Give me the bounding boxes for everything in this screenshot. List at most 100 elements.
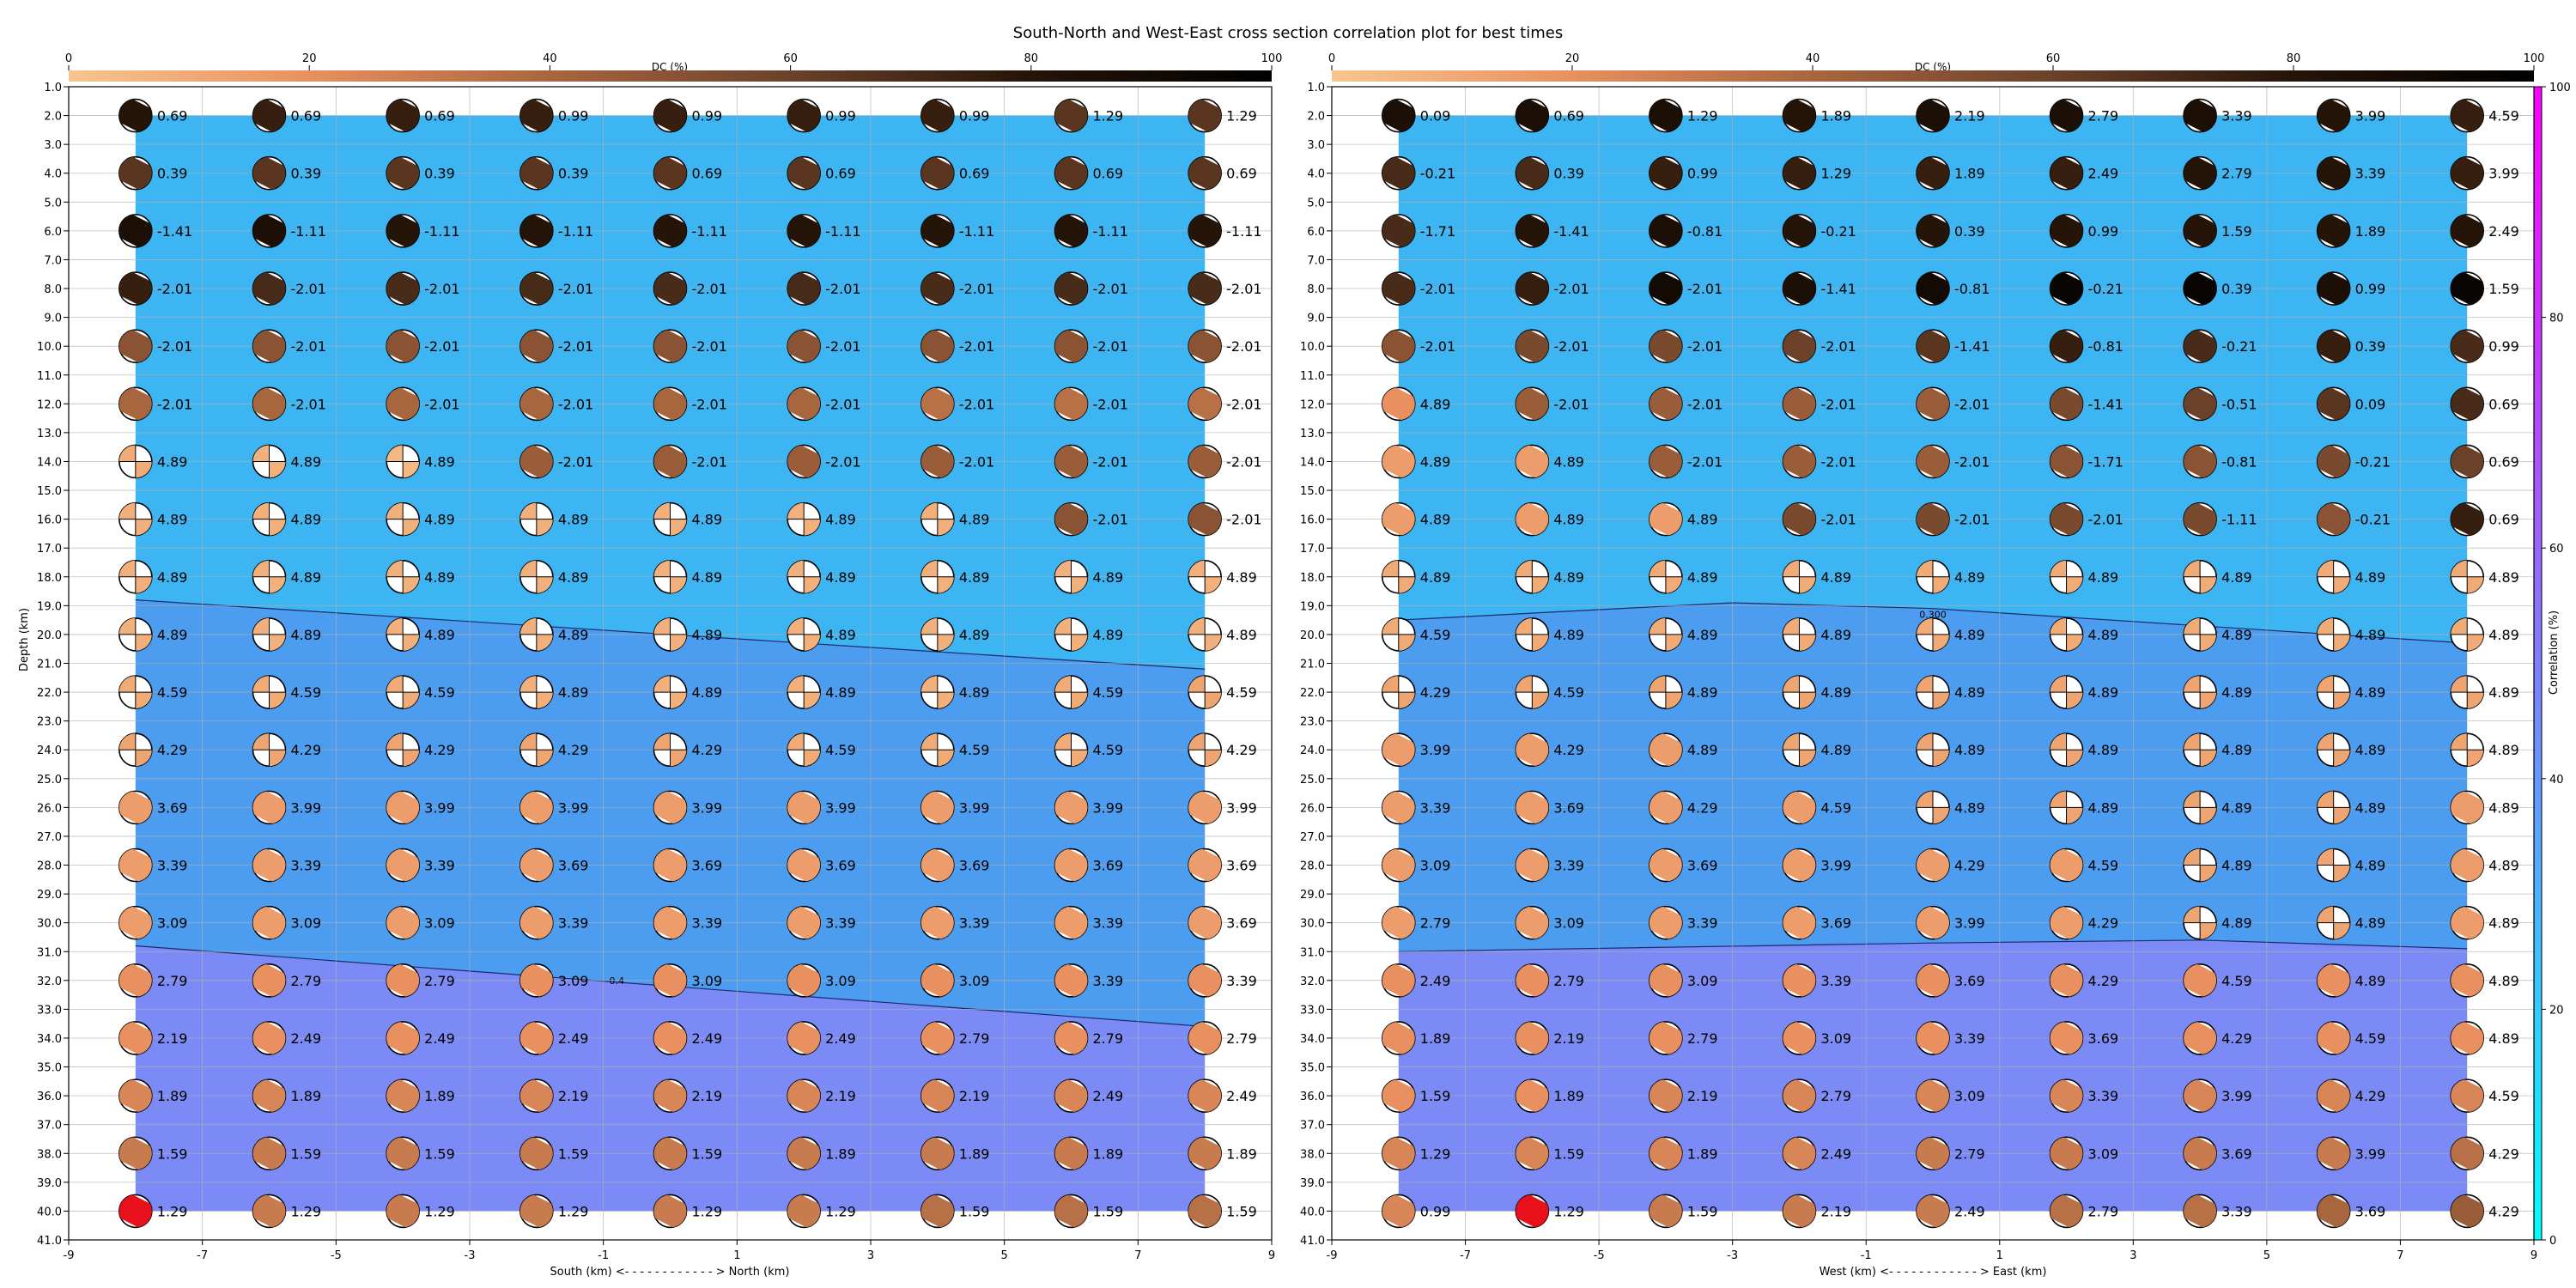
y-tick-label: 29.0 <box>37 889 62 902</box>
beachball <box>386 790 420 825</box>
beachball-compressional-quadrant <box>1071 634 1088 651</box>
beachball <box>118 1078 153 1113</box>
beachball-compressional-band <box>2451 1079 2484 1112</box>
beachball-compressional-quadrant <box>670 519 687 536</box>
y-tick-label: 40.0 <box>37 1206 62 1218</box>
x-tick-label: -7 <box>1460 1249 1471 1262</box>
beachball <box>2049 963 2084 998</box>
beachball-compressional-band <box>1649 330 1682 362</box>
time-label: 3.99 <box>1954 915 1985 932</box>
beachball <box>2049 444 2084 479</box>
time-label: 1.89 <box>1093 1145 1124 1162</box>
x-tick-label: -9 <box>64 1249 75 1262</box>
beachball <box>252 848 287 883</box>
beachball-compressional-band <box>787 906 821 939</box>
beachball-compressional-band <box>386 1194 420 1228</box>
beachball-compressional-band <box>252 156 286 190</box>
time-label: -2.01 <box>1420 338 1455 355</box>
beachball-compressional-band <box>2451 330 2484 362</box>
time-label: 0.39 <box>424 166 455 182</box>
beachball <box>1054 214 1089 248</box>
time-label: 4.89 <box>1687 684 1718 701</box>
beachball-compressional-band <box>1783 215 1816 247</box>
beachball <box>2183 963 2217 998</box>
beachball-compressional-quadrant <box>2333 750 2350 767</box>
beachball <box>1649 848 1683 883</box>
beachball-compressional-band <box>2050 330 2083 362</box>
beachball-compressional-quadrant <box>1783 617 1800 635</box>
beachball <box>252 1078 287 1113</box>
correlation-zone-middle <box>1398 602 2468 952</box>
time-label: -2.01 <box>692 338 727 355</box>
beachball-compressional-quadrant <box>1205 576 1222 593</box>
time-label: 4.89 <box>558 512 589 528</box>
beachball-compressional-band <box>1188 1079 1222 1112</box>
beachball-compressional-band <box>1917 906 1949 939</box>
beachball-compressional-quadrant <box>2184 617 2201 635</box>
time-label: 0.39 <box>2355 338 2386 355</box>
time-label: -2.01 <box>825 338 860 355</box>
beachball-compressional-quadrant <box>1799 750 1816 767</box>
time-label: 3.09 <box>1820 1030 1851 1047</box>
beachball-compressional-band <box>1649 387 1682 421</box>
beachball-compressional-quadrant <box>135 519 152 536</box>
beachball-compressional-band <box>2050 272 2083 305</box>
beachball-compressional-band <box>519 215 553 247</box>
time-label: 4.59 <box>157 684 188 701</box>
y-tick-label: 19.0 <box>1300 600 1325 613</box>
y-tick-label: 4.0 <box>44 168 62 181</box>
beachball <box>1649 155 1683 191</box>
beachball <box>519 905 554 940</box>
time-label: 1.29 <box>157 1203 188 1219</box>
beachball-compressional-quadrant <box>1799 576 1816 593</box>
beachball <box>1381 1021 1416 1055</box>
beachball <box>2183 1194 2217 1229</box>
y-tick-label: 25.0 <box>37 774 62 787</box>
beachball-compressional-quadrant <box>1783 560 1800 577</box>
beachball <box>1782 617 1817 652</box>
beachball-compressional-band <box>1188 1022 1222 1054</box>
y-tick-label: 28.0 <box>1300 860 1325 873</box>
time-label: -1.11 <box>825 223 860 240</box>
x-tick-label: 1 <box>733 1249 740 1262</box>
beachball-compressional-band <box>386 1079 420 1112</box>
beachball <box>2183 155 2217 191</box>
beachball-compressional-quadrant <box>2200 922 2217 939</box>
time-label: 2.19 <box>1553 1030 1584 1047</box>
beachball <box>2316 1194 2351 1229</box>
beachball-compressional-band <box>1917 502 1949 536</box>
beachball <box>1782 98 1817 133</box>
y-tick-label: 2.0 <box>1307 111 1325 124</box>
y-tick-label: 38.0 <box>37 1148 62 1161</box>
beachball <box>386 675 420 709</box>
beachball-compressional-band <box>1783 156 1816 190</box>
beachball-compressional-quadrant <box>653 733 671 750</box>
beachball <box>1054 559 1089 594</box>
y-tick-label: 35.0 <box>1300 1062 1325 1075</box>
time-label: 1.59 <box>558 1145 589 1162</box>
beachball-compressional-quadrant <box>2451 560 2468 577</box>
beachball-compressional-quadrant <box>2200 865 2217 882</box>
beachball <box>653 155 688 191</box>
beachball-compressional-band <box>1188 99 1222 132</box>
time-label: -2.01 <box>1553 338 1589 355</box>
beachball <box>118 732 153 768</box>
beachball-compressional-band <box>1382 733 1415 767</box>
beachball <box>920 271 955 306</box>
beachball-compressional-band <box>2050 387 2083 421</box>
beachball <box>2450 1078 2485 1113</box>
beachball <box>1649 905 1683 940</box>
x-tick-label: 3 <box>867 1249 874 1262</box>
time-label: 1.59 <box>1093 1203 1124 1219</box>
beachball <box>1649 790 1683 825</box>
beachball-compressional-band <box>1188 445 1222 478</box>
beachball-compressional-band <box>118 330 152 362</box>
beachball <box>252 675 287 709</box>
time-label: -0.81 <box>1954 281 1990 297</box>
time-label: 4.89 <box>1420 569 1451 586</box>
time-label: 4.89 <box>2488 799 2519 816</box>
time-label: 2.79 <box>1687 1030 1718 1047</box>
beachball <box>252 1194 287 1229</box>
beachball-compressional-quadrant <box>2317 791 2334 808</box>
time-label: 4.29 <box>2088 915 2119 932</box>
